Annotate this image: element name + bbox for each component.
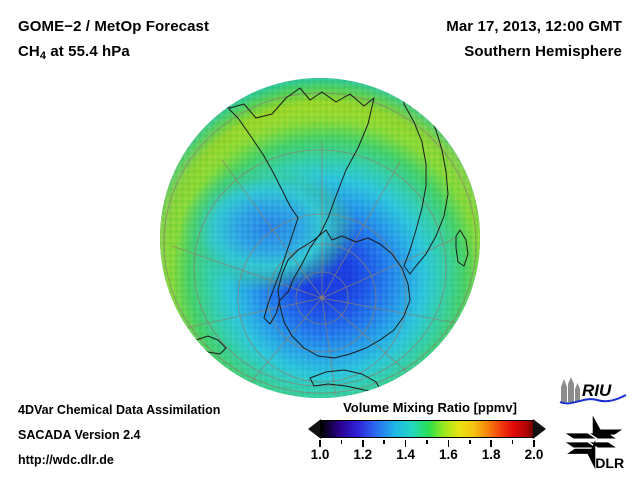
species-prefix: CH	[18, 43, 40, 60]
new-zealand-coast	[195, 335, 227, 355]
colorbar	[308, 419, 546, 441]
species-subscript: 4	[39, 50, 47, 62]
method-label: 4DVar Chemical Data Assimilation	[18, 403, 221, 417]
coastlines	[195, 83, 469, 393]
species-title: CH4 at 55.4 hPa	[18, 43, 130, 62]
data-pixel-texture	[160, 78, 480, 398]
species-suffix: at 55.4 hPa	[46, 43, 130, 60]
colorbar-gradient	[320, 420, 534, 438]
limb-shading	[160, 78, 480, 398]
colorbar-major-tick	[362, 440, 364, 447]
polar-map-globe	[160, 78, 480, 398]
australia-coast	[309, 369, 383, 393]
ch4-limb-ring	[160, 78, 480, 398]
colorbar-tick-labels: 1.0 1.2 1.4 1.6 1.8 2.0	[308, 447, 546, 467]
colorbar-over-arrow	[533, 419, 546, 439]
colorbar-tick-label: 1.6	[439, 447, 458, 462]
version-label: SACADA Version 2.4	[18, 428, 141, 442]
dlr-logo: DLR	[565, 415, 624, 471]
antarctica-coast	[277, 229, 411, 359]
colorbar-tick-label: 2.0	[524, 447, 544, 462]
colorbar-minor-tick	[426, 440, 428, 444]
colorbar-ticks	[308, 440, 546, 447]
colorbar-minor-tick	[511, 440, 514, 444]
colorbar-tick-label: 1.8	[481, 447, 501, 462]
website-link[interactable]: http://wdc.dlr.de	[18, 453, 114, 467]
globe-disc	[160, 78, 480, 398]
madagascar-coast	[455, 229, 469, 267]
colorbar-major-tick	[319, 440, 321, 447]
colorbar-major-tick	[533, 440, 535, 447]
dlr-logo-text: DLR	[595, 455, 624, 471]
colorbar-minor-tick	[469, 440, 471, 444]
colorbar-minor-tick	[340, 440, 343, 444]
south-america-coast	[217, 87, 375, 325]
riu-logo-text: RIU	[582, 381, 612, 400]
colorbar-under-arrow	[308, 419, 321, 439]
colorbar-minor-tick	[383, 440, 385, 444]
hemisphere-label: Southern Hemisphere	[464, 43, 622, 60]
colorbar-tick-label: 1.4	[396, 447, 415, 462]
colorbar-title: Volume Mixing Ratio [ppmv]	[343, 400, 517, 415]
colorbar-tick-label: 1.2	[353, 447, 373, 462]
instrument-title: GOME−2 / MetOp Forecast	[18, 18, 210, 35]
riu-logo: RIU	[559, 377, 627, 405]
africa-coast	[403, 83, 449, 275]
colorbar-tick-label: 1.0	[310, 447, 330, 462]
colorbar-major-tick	[447, 440, 450, 447]
colorbar-major-tick	[404, 440, 407, 447]
colorbar-major-tick	[490, 440, 492, 447]
timestamp-label: Mar 17, 2013, 12:00 GMT	[446, 18, 622, 35]
